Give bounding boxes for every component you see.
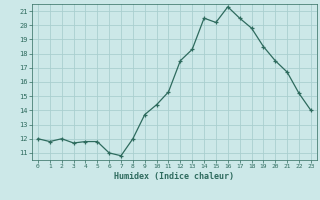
X-axis label: Humidex (Indice chaleur): Humidex (Indice chaleur) <box>115 172 234 181</box>
